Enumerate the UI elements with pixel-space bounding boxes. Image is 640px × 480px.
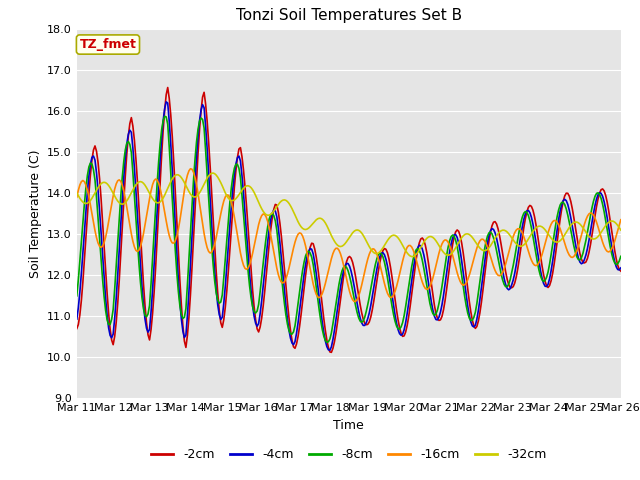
-16cm — [237, 250, 244, 256]
-16cm — [589, 212, 597, 218]
-4cm — [326, 348, 333, 353]
-8cm — [312, 284, 320, 290]
-4cm — [73, 316, 81, 322]
-16cm — [312, 291, 320, 297]
Line: -4cm: -4cm — [77, 102, 621, 350]
-32cm — [73, 190, 81, 196]
Title: Tonzi Soil Temperatures Set B: Tonzi Soil Temperatures Set B — [236, 9, 462, 24]
X-axis label: Time: Time — [333, 419, 364, 432]
-16cm — [140, 231, 147, 237]
Text: TZ_fmet: TZ_fmet — [79, 38, 136, 51]
Line: -2cm: -2cm — [77, 87, 621, 352]
-16cm — [350, 299, 358, 304]
-8cm — [323, 339, 331, 345]
-4cm — [163, 99, 170, 105]
-32cm — [237, 190, 244, 195]
-4cm — [140, 302, 147, 308]
-16cm — [264, 219, 271, 225]
Legend: -2cm, -4cm, -8cm, -16cm, -32cm: -2cm, -4cm, -8cm, -16cm, -32cm — [146, 443, 552, 466]
Line: -16cm: -16cm — [77, 169, 621, 301]
-32cm — [589, 236, 597, 242]
-4cm — [255, 321, 262, 326]
-32cm — [617, 227, 625, 233]
-8cm — [264, 224, 271, 229]
-16cm — [617, 217, 625, 223]
-2cm — [164, 84, 172, 90]
-2cm — [328, 349, 335, 355]
-32cm — [209, 170, 217, 176]
-16cm — [255, 222, 262, 228]
-2cm — [312, 254, 320, 260]
-8cm — [255, 301, 262, 307]
-8cm — [237, 175, 244, 180]
-8cm — [73, 293, 81, 299]
-8cm — [140, 306, 147, 312]
-32cm — [408, 254, 415, 260]
-2cm — [140, 281, 147, 287]
-2cm — [264, 256, 271, 262]
-4cm — [312, 271, 320, 276]
-2cm — [589, 223, 597, 228]
-4cm — [617, 265, 625, 271]
-8cm — [617, 253, 625, 259]
-32cm — [264, 212, 271, 218]
-32cm — [255, 200, 262, 205]
-32cm — [312, 217, 320, 223]
-2cm — [73, 326, 81, 332]
-8cm — [589, 198, 597, 204]
Line: -8cm: -8cm — [77, 116, 621, 342]
-8cm — [161, 113, 168, 119]
-32cm — [140, 180, 147, 186]
-2cm — [255, 329, 262, 335]
-16cm — [73, 194, 81, 200]
-4cm — [237, 158, 244, 164]
Line: -32cm: -32cm — [77, 173, 621, 257]
-4cm — [264, 239, 271, 244]
Y-axis label: Soil Temperature (C): Soil Temperature (C) — [29, 149, 42, 278]
-2cm — [617, 268, 625, 274]
-16cm — [187, 166, 195, 172]
-2cm — [237, 145, 244, 151]
-4cm — [589, 210, 597, 216]
